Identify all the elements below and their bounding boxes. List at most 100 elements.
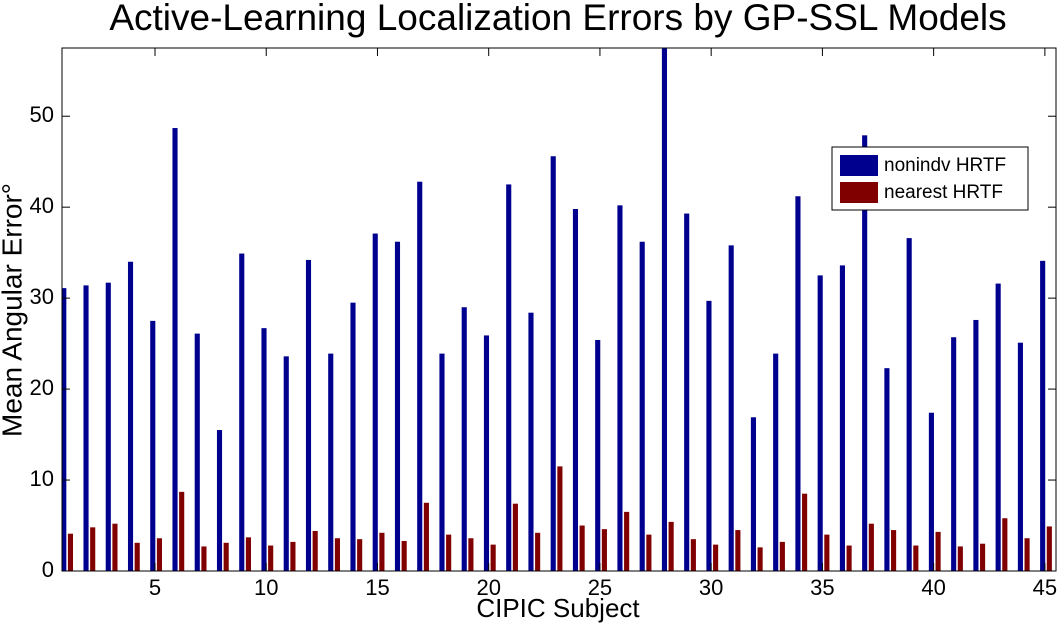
- bar: [156, 538, 163, 571]
- bar: [928, 412, 934, 571]
- bar: [817, 275, 823, 571]
- bar: [868, 523, 874, 571]
- bar: [661, 48, 668, 571]
- y-tick-label: 0: [42, 557, 54, 582]
- bar: [394, 241, 401, 571]
- bar: [506, 184, 512, 571]
- x-tick-label: 45: [1033, 575, 1057, 600]
- bar: [268, 545, 274, 571]
- bar: [1002, 518, 1008, 571]
- bar: [1017, 342, 1023, 571]
- bar: [134, 542, 140, 571]
- bar: [357, 539, 363, 571]
- bar: [127, 261, 134, 571]
- bar: [684, 213, 690, 571]
- x-tick-label: 30: [699, 575, 723, 600]
- chart-title: Active-Learning Localization Errors by G…: [109, 0, 1006, 38]
- bar: [423, 502, 429, 571]
- bar: [261, 328, 267, 571]
- legend-swatch: [840, 182, 878, 203]
- bar: [617, 205, 623, 571]
- x-tick-label: 25: [588, 575, 612, 600]
- bar: [328, 353, 334, 571]
- bar: [239, 253, 245, 571]
- bar: [350, 302, 356, 571]
- y-tick-label: 10: [30, 466, 54, 491]
- legend-label: nearest HRTF: [884, 182, 1003, 203]
- bar: [312, 530, 318, 571]
- bar: [624, 511, 630, 571]
- bar: [283, 356, 289, 571]
- bar: [305, 259, 312, 571]
- bar: [713, 544, 719, 571]
- bar: [795, 196, 801, 571]
- bar: [490, 544, 496, 571]
- bar: [779, 541, 785, 571]
- bar: [595, 339, 601, 571]
- bar: [572, 208, 579, 571]
- bar: [557, 466, 563, 571]
- axes-box: [61, 47, 1057, 572]
- bar: [379, 532, 385, 571]
- bar: [995, 283, 1001, 571]
- bar: [750, 417, 756, 571]
- bar: [646, 534, 652, 571]
- bar: [245, 537, 251, 571]
- bar: [67, 533, 74, 571]
- bar: [468, 538, 474, 571]
- bar: [1024, 538, 1030, 571]
- bar: [973, 319, 979, 571]
- legend-label: nonindv HRTF: [884, 155, 1006, 176]
- y-tick-label: 20: [30, 375, 54, 400]
- bar: [802, 493, 808, 571]
- bar: [690, 539, 696, 571]
- bar: [862, 135, 868, 571]
- bar: [550, 156, 556, 571]
- bar: [216, 430, 223, 571]
- bar: [957, 546, 963, 571]
- legend-swatch: [840, 155, 878, 176]
- bar: [223, 542, 229, 571]
- bar: [194, 333, 200, 571]
- bar: [417, 181, 423, 571]
- bar: [891, 530, 897, 571]
- x-tick-label: 35: [810, 575, 834, 600]
- bar: [824, 534, 830, 571]
- bar: [913, 545, 919, 571]
- bar: [846, 545, 852, 571]
- bar: [1046, 526, 1052, 571]
- bar: [884, 368, 890, 571]
- bar: [706, 300, 712, 571]
- bar: [62, 288, 67, 571]
- x-tick-label: 5: [149, 575, 161, 600]
- x-tick-label: 10: [254, 575, 278, 600]
- bar: [483, 335, 490, 571]
- bar: [150, 320, 156, 571]
- bar: [639, 241, 645, 571]
- bar: [201, 546, 207, 571]
- bar: [839, 265, 845, 571]
- bar: [935, 531, 941, 571]
- bar: [1040, 260, 1046, 571]
- y-tick-label: 40: [30, 193, 54, 218]
- bar: [172, 128, 178, 571]
- bar: [757, 547, 763, 571]
- bar: [728, 245, 734, 571]
- bar: [290, 541, 296, 571]
- plot-area: [62, 48, 1052, 571]
- bar: [90, 527, 96, 571]
- x-tick-label: 20: [476, 575, 500, 600]
- bar: [528, 312, 534, 571]
- bar: [334, 538, 340, 571]
- bar: [906, 238, 912, 571]
- bar: [112, 523, 118, 571]
- bar: [980, 543, 986, 571]
- bar: [951, 337, 957, 571]
- bar: [83, 285, 89, 571]
- x-axis-label: CIPIC Subject: [476, 593, 640, 623]
- y-tick-label: 30: [30, 284, 54, 309]
- bar: [579, 525, 585, 571]
- bar: [735, 530, 741, 571]
